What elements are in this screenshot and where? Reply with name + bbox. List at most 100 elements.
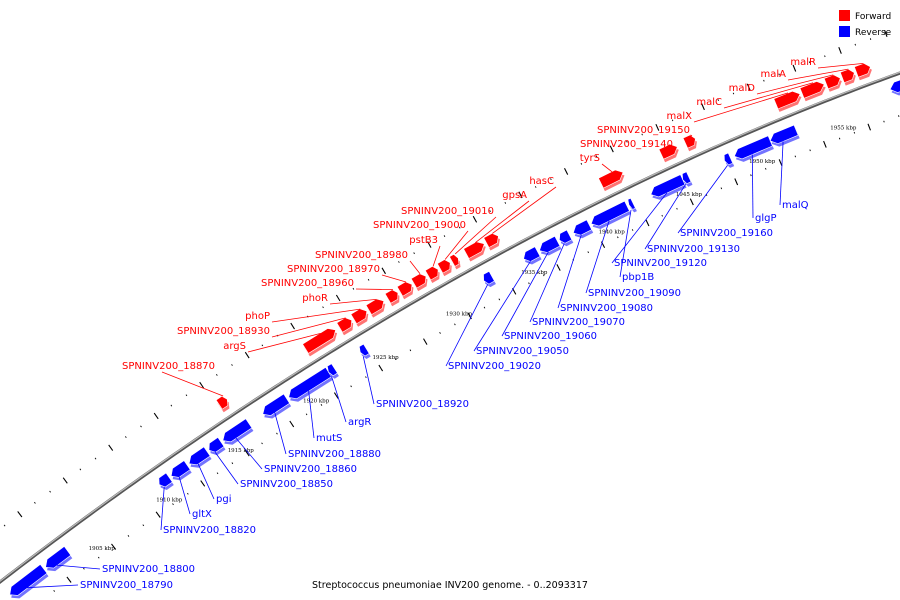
reverse-gene-argR[interactable] [326, 363, 339, 379]
legend-label-forward: Forward [855, 12, 891, 22]
gene-leader-line [817, 63, 864, 69]
gene-label: SPNINV200_19150 [597, 125, 690, 136]
tick-mark [746, 83, 751, 91]
gene-leader-line [756, 74, 834, 95]
gene-leader-line [362, 356, 375, 405]
reverse-gene-SPNINV200_18800[interactable] [45, 545, 73, 572]
tick-mark [200, 480, 206, 487]
reverse-gene-glgP[interactable] [733, 135, 774, 162]
forward-gene-hasC[interactable] [483, 232, 500, 251]
tick-mark [564, 168, 569, 175]
tick-mark [824, 55, 826, 58]
tick-mark [276, 432, 278, 435]
forward-gene-malD[interactable] [823, 74, 842, 92]
tick-mark [587, 251, 589, 254]
tick-mark [626, 140, 628, 143]
tick-mark [289, 420, 295, 428]
gene-label: argS [223, 341, 246, 352]
gene-label: SPNINV200_19140 [580, 139, 673, 150]
tick-mark [153, 412, 159, 420]
forward-gene-phoP[interactable] [350, 308, 369, 327]
tick-mark [483, 306, 486, 309]
tick-mark [838, 47, 842, 54]
gene-leader-line [445, 284, 489, 367]
tick-mark [764, 167, 767, 170]
gene-label: SPNINV200_18930 [177, 326, 270, 337]
gene-label: malX [667, 111, 693, 122]
reverse-gene-SPNINV200_19060[interactable] [539, 235, 562, 256]
gene-label: SPNINV200_19120 [614, 258, 707, 269]
tick-label: 1930 kbp [446, 312, 473, 318]
reverse-gene-edge[interactable] [889, 77, 900, 96]
tick-mark [763, 79, 765, 82]
tick-mark [352, 287, 355, 290]
gene-leader-line [409, 260, 421, 275]
gene-leader-line [178, 476, 191, 515]
forward-gene-SPNINV200_18980[interactable] [410, 273, 428, 292]
tick-mark [717, 99, 720, 101]
gene-leader-line [473, 260, 531, 352]
tick-mark [504, 201, 507, 204]
gene-leader-line [271, 308, 361, 323]
gene-leader-line [619, 210, 632, 278]
gene-label: SPNINV200_19020 [448, 361, 541, 372]
forward-gene-SPNINV200_19000[interactable] [436, 259, 452, 277]
tick-mark [34, 501, 36, 504]
reverse-gene-pgi[interactable] [188, 446, 212, 468]
gene-label: SPNINV200_18970 [287, 264, 380, 275]
tick-label: 1910 kbp [156, 497, 183, 503]
forward-gene-malA[interactable] [839, 68, 856, 86]
reverse-gene-SPNINV200_19070[interactable] [559, 229, 574, 247]
forward-gene-malC[interactable] [799, 81, 826, 102]
reverse-gene-gltX[interactable] [170, 460, 192, 481]
tick-label: 1915 kbp [228, 448, 255, 454]
gene-label: SPNINV200_19010 [401, 206, 494, 217]
reverse-gene-malQ[interactable] [769, 124, 800, 147]
reverse-gene-SPNINV200_18920[interactable] [358, 343, 371, 359]
forward-gene-tyrS[interactable] [598, 169, 625, 192]
gene-layer [9, 62, 900, 599]
forward-gene-malX[interactable] [773, 90, 802, 112]
forward-gene-SPNINV200_18930[interactable] [336, 317, 354, 336]
tick-mark [854, 43, 857, 46]
forward-gene-pstB3[interactable] [424, 266, 440, 283]
reverse-gene-SPNINV200_18880[interactable] [262, 393, 292, 419]
reverse-gene-SPNINV200_19050[interactable] [523, 246, 542, 265]
forward-gene-SPNINV200_18960[interactable] [384, 289, 400, 307]
reverse-gene-SPNINV200_19130[interactable] [681, 171, 693, 187]
tick-mark [542, 274, 545, 277]
gene-label: malQ [782, 200, 809, 211]
tick-mark [333, 392, 339, 399]
forward-gene-SPNINV200_18970[interactable] [396, 281, 414, 300]
gene-leader-line [331, 376, 347, 423]
forward-gene-phoR[interactable] [365, 298, 386, 318]
forward-gene-gpsA[interactable] [463, 241, 486, 262]
gene-label: phoR [302, 293, 328, 304]
forward-gene-SPNINV200_18870[interactable] [215, 395, 230, 413]
gene-label: SPNINV200_19060 [504, 331, 597, 342]
reverse-gene-SPNINV200_18850[interactable] [208, 436, 226, 456]
tick-mark [472, 215, 478, 223]
tick-mark [645, 219, 650, 227]
gene-label: SPNINV200_18980 [315, 250, 408, 261]
gene-label: pbp1B [622, 272, 654, 283]
forward-gene-argS[interactable] [302, 328, 338, 357]
reverse-gene-SPNINV200_19160[interactable] [723, 152, 735, 168]
forward-gene-malR[interactable] [854, 62, 872, 81]
forward-gene-SPNINV200_19010[interactable] [449, 254, 461, 270]
reverse-gene-SPNINV200_19080[interactable] [572, 219, 594, 239]
reverse-gene-SPNINV200_18820[interactable] [158, 472, 174, 490]
reverse-gene-SPNINV200_19020[interactable] [483, 270, 496, 288]
gene-leader-line [501, 251, 549, 337]
reverse-gene-SPNINV200_18860[interactable] [222, 418, 254, 445]
forward-gene-SPNINV200_19150[interactable] [682, 134, 697, 152]
gene-label: SPNINV200_19080 [560, 303, 653, 314]
tick-mark [884, 30, 888, 37]
gene-leader-line [56, 564, 101, 570]
reverse-gene-pbp1B[interactable] [627, 197, 637, 213]
gene-label: SPNINV200_19090 [588, 288, 681, 299]
reverse-gene-SPNINV200_18790[interactable] [9, 563, 49, 599]
gene-leader-line [432, 245, 441, 267]
tick-mark [778, 73, 780, 76]
reverse-gene-SPNINV200_19090[interactable] [590, 200, 631, 229]
